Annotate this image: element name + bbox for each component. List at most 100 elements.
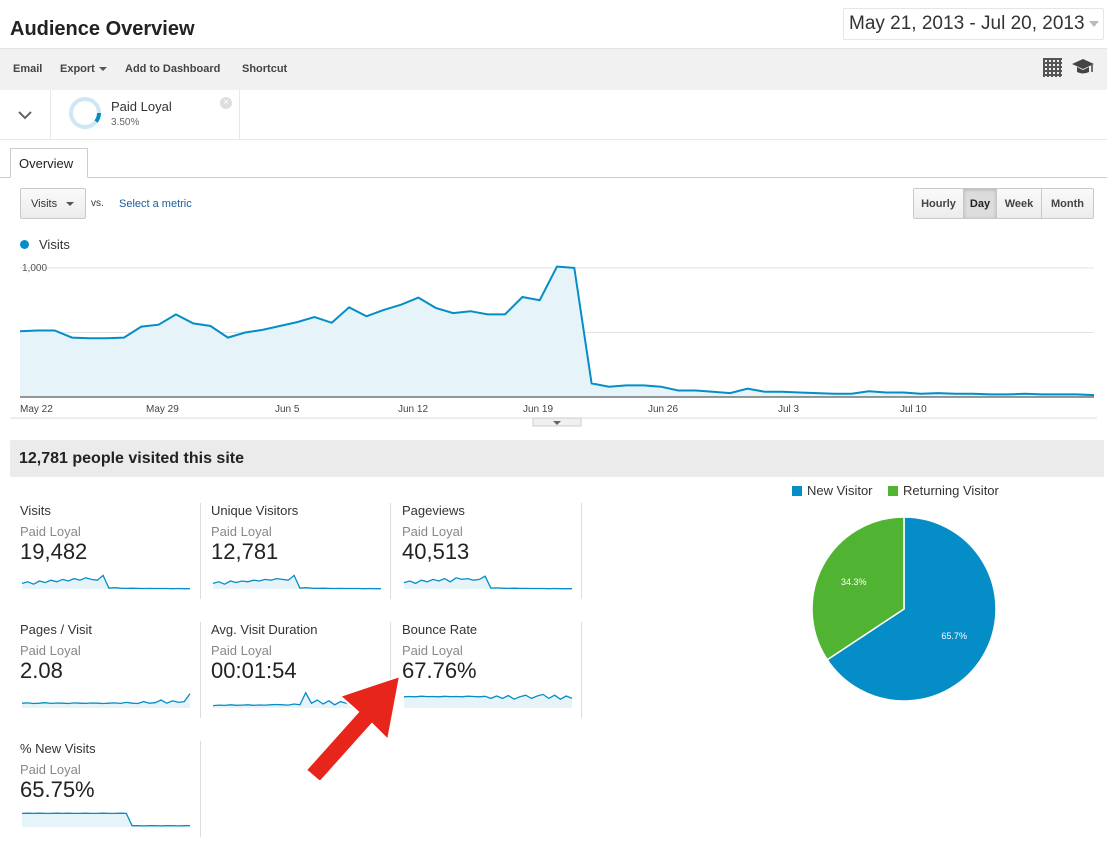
week-button[interactable]: Week <box>997 189 1042 218</box>
metric-select-value: Visits <box>31 198 58 210</box>
metric-segment: Paid Loyal <box>211 524 272 539</box>
summary-headline: 12,781 people visited this site <box>19 450 244 467</box>
summary-bar <box>10 440 1104 477</box>
x-tick-label: Jun 26 <box>648 404 678 415</box>
sparkline-line <box>212 574 381 590</box>
visits-area <box>20 266 1094 397</box>
pie-slice-label: 65.7% <box>941 631 967 641</box>
graduation-cap-icon[interactable] <box>1071 56 1095 78</box>
segment-percent: 3.50% <box>111 117 140 128</box>
chevron-down-icon <box>98 67 107 72</box>
y-tick-label: 1,000 <box>22 263 47 274</box>
segment-share-arc <box>94 112 101 123</box>
chevron-down-icon[interactable] <box>14 106 36 124</box>
month-button[interactable]: Month <box>1042 189 1093 218</box>
card-divider <box>390 622 391 718</box>
add-to-dashboard-button[interactable]: Add to Dashboard <box>125 63 221 75</box>
segment-bar <box>0 90 1107 140</box>
metric-segment: Paid Loyal <box>211 643 272 658</box>
card-divider <box>200 622 201 718</box>
metric-card[interactable]: % New Visits Paid Loyal 65.75% <box>20 741 202 841</box>
legend-swatch-returning-visitor <box>888 486 898 496</box>
metric-value: 65.75% <box>20 777 95 802</box>
legend-swatch-new-visitor <box>792 486 802 496</box>
hourly-button[interactable]: Hourly <box>914 189 964 218</box>
red-arrow-annotation <box>304 674 402 780</box>
card-divider <box>581 503 582 599</box>
grid-icon[interactable] <box>1043 58 1062 77</box>
sparkline-area <box>22 813 190 827</box>
x-tick-label: May 22 <box>20 404 53 415</box>
segment-share-mark <box>94 112 101 123</box>
period-toggle: Hourly Day Week Month <box>913 188 1094 219</box>
pie-slice[interactable] <box>811 516 905 661</box>
sparkline-line <box>21 574 190 590</box>
legend-returning-visitor[interactable]: Returning Visitor <box>888 483 999 498</box>
x-tick-label: Jun 5 <box>275 404 300 415</box>
sparkline-area <box>213 692 381 708</box>
metric-card[interactable]: Pageviews Paid Loyal 40,513 <box>402 503 584 603</box>
metric-title: Pageviews <box>402 503 465 518</box>
metric-segment: Paid Loyal <box>402 643 463 658</box>
legend-new-visitor[interactable]: New Visitor <box>792 483 873 498</box>
metric-sparkline <box>403 693 573 708</box>
metric-title: % New Visits <box>20 741 96 756</box>
card-divider <box>200 503 201 599</box>
metric-card[interactable]: Pages / Visit Paid Loyal 2.08 <box>20 622 202 722</box>
x-tick-label: Jul 3 <box>778 404 800 415</box>
vs-label: vs. <box>91 198 104 209</box>
x-tick-label: May 29 <box>146 404 179 415</box>
email-button[interactable]: Email <box>13 63 43 75</box>
metric-segment: Paid Loyal <box>20 524 81 539</box>
close-icon[interactable]: × <box>220 97 232 109</box>
sparkline-line <box>21 693 191 705</box>
legend-label-returning-visitor: Returning Visitor <box>903 483 999 498</box>
divider <box>50 90 51 140</box>
export-label: Export <box>60 63 95 75</box>
metric-title: Avg. Visit Duration <box>211 622 318 637</box>
metric-value: 00:01:54 <box>211 658 297 683</box>
metric-sparkline <box>212 574 381 590</box>
card-divider <box>390 503 391 599</box>
metric-segment: Paid Loyal <box>20 762 81 777</box>
metric-value: 67.76% <box>402 658 477 683</box>
sparkline-line <box>403 693 573 700</box>
metric-segment: Paid Loyal <box>20 643 81 658</box>
divider <box>239 90 240 140</box>
metric-sparkline <box>403 575 572 590</box>
shortcut-button[interactable]: Shortcut <box>242 63 288 75</box>
metric-card[interactable]: Visits Paid Loyal 19,482 <box>20 503 202 603</box>
metric-title: Bounce Rate <box>402 622 478 637</box>
metric-value: 12,781 <box>211 539 279 564</box>
metric-value: 19,482 <box>20 539 88 564</box>
legend-label-visits: Visits <box>39 237 70 252</box>
chevron-down-icon <box>553 421 561 425</box>
day-button[interactable]: Day <box>964 189 997 218</box>
card-divider <box>200 741 201 837</box>
legend-label-new-visitor: New Visitor <box>807 483 873 498</box>
metric-select[interactable]: Visits <box>20 188 86 219</box>
metric-card[interactable]: Bounce Rate Paid Loyal 67.76% <box>402 622 584 722</box>
sparkline-line <box>21 812 190 827</box>
card-divider <box>581 622 582 718</box>
metric-title: Unique Visitors <box>211 503 299 518</box>
pie-slice[interactable] <box>826 516 997 702</box>
page-title: Audience Overview <box>10 18 195 40</box>
x-tick-label: Jun 12 <box>398 404 428 415</box>
sparkline-line <box>403 575 572 590</box>
sparkline-area <box>22 693 190 708</box>
pie-slice-label: 34.3% <box>841 577 867 587</box>
select-metric-link[interactable]: Select a metric <box>119 198 192 210</box>
x-tick-label: Jun 19 <box>523 404 553 415</box>
metric-card[interactable]: Avg. Visit Duration Paid Loyal 00:01:54 <box>211 622 393 722</box>
export-button[interactable]: Export <box>60 63 107 75</box>
date-range-label: May 21, 2013 - Jul 20, 2013 <box>849 13 1085 34</box>
tab-overview[interactable]: Overview <box>10 148 88 178</box>
chevron-down-icon <box>66 202 74 206</box>
metric-title: Visits <box>20 503 51 518</box>
metric-card[interactable]: Unique Visitors Paid Loyal 12,781 <box>211 503 393 603</box>
metric-sparkline <box>21 812 190 827</box>
date-range-picker[interactable]: May 21, 2013 - Jul 20, 2013 <box>843 8 1104 40</box>
visitor-type-pie-chart[interactable]: 65.7% 34.3% <box>800 505 1010 715</box>
